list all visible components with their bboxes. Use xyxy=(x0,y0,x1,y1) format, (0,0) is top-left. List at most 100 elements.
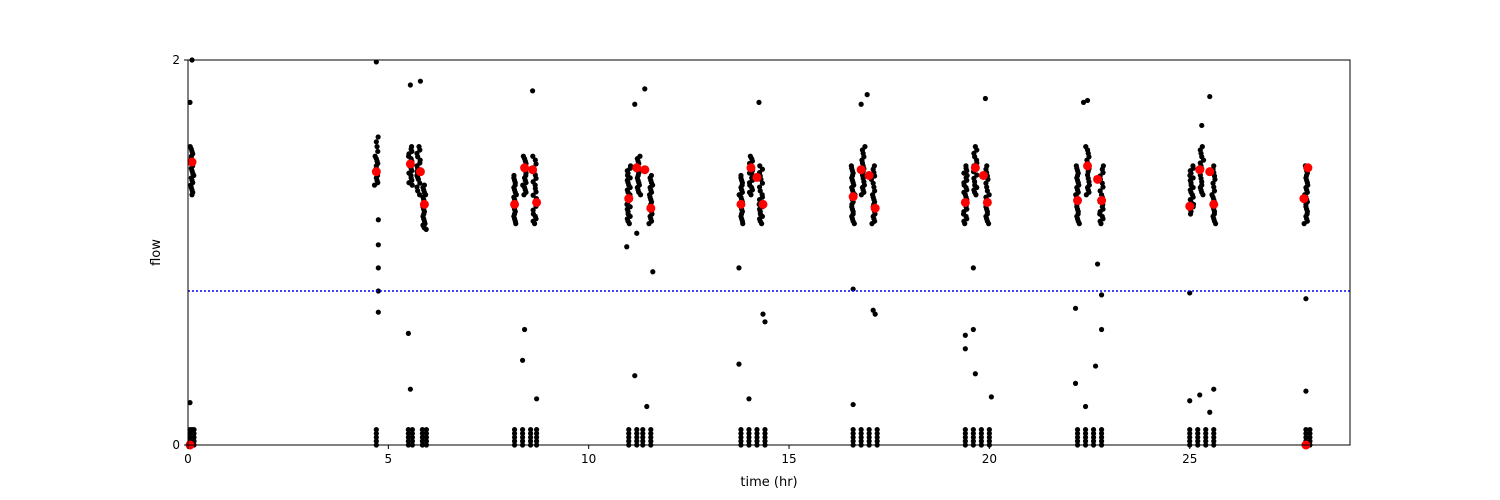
data-point xyxy=(1212,176,1218,182)
zero-point xyxy=(405,430,411,437)
outlier-point xyxy=(634,230,640,236)
zero-point xyxy=(1195,434,1201,440)
x-axis: 0 5 10 15 20 25 xyxy=(184,445,1197,466)
highlight-point xyxy=(187,157,197,167)
zero-point xyxy=(1211,434,1217,440)
data-point xyxy=(1100,184,1106,190)
data-point xyxy=(871,184,877,190)
zero-point xyxy=(640,434,646,440)
zero-point xyxy=(1195,427,1201,433)
zero-point xyxy=(1090,427,1097,433)
zero-point xyxy=(866,430,872,437)
zero-point xyxy=(1074,427,1081,433)
zero-point xyxy=(1303,430,1309,437)
zero-point xyxy=(970,438,976,444)
highlight-point xyxy=(758,199,768,209)
outlier-point xyxy=(405,330,411,336)
zero-point xyxy=(191,427,197,433)
data-point xyxy=(1212,221,1219,227)
zero-point xyxy=(1098,438,1105,444)
zero-point xyxy=(874,427,880,433)
zero-point xyxy=(1203,434,1209,440)
data-point xyxy=(757,188,763,194)
zero-point xyxy=(1195,438,1201,444)
zero-point xyxy=(187,427,193,433)
data-point xyxy=(646,221,652,227)
zero-point xyxy=(626,427,632,433)
data-point xyxy=(626,221,632,227)
data-point xyxy=(985,221,992,227)
zero-point xyxy=(754,438,760,444)
data-point xyxy=(189,192,195,198)
data-point xyxy=(530,207,536,213)
zero-point xyxy=(1187,427,1193,433)
x-tick-label: 25 xyxy=(1182,452,1197,466)
zero-point xyxy=(866,434,872,440)
zero-point xyxy=(1211,430,1217,437)
zero-point xyxy=(858,438,864,444)
outlier-point xyxy=(1303,296,1309,302)
highlight-point xyxy=(864,171,874,180)
y-axis: 02 xyxy=(172,53,188,452)
highlight-point xyxy=(1097,196,1107,206)
zero-point xyxy=(762,427,768,433)
data-point xyxy=(748,192,754,198)
zero-point xyxy=(626,430,632,437)
outlier-point xyxy=(858,101,864,107)
zero-point xyxy=(648,427,654,433)
outlier-point xyxy=(1098,292,1105,298)
highlight-point xyxy=(415,167,425,177)
zero-point xyxy=(519,438,526,444)
zero-point xyxy=(419,430,426,437)
zero-point xyxy=(858,434,864,440)
outlier-point xyxy=(187,400,193,406)
highlight-point xyxy=(646,203,656,213)
zero-point xyxy=(648,438,654,444)
data-point xyxy=(531,221,538,227)
zero-point xyxy=(519,430,526,437)
zero-point xyxy=(1098,430,1105,437)
zero-point xyxy=(634,438,640,444)
data-point xyxy=(758,221,765,227)
outlier-point xyxy=(624,244,630,250)
data-point xyxy=(521,192,527,198)
zero-point xyxy=(754,430,760,437)
data-point xyxy=(530,192,536,198)
outlier-point xyxy=(375,265,381,271)
highlight-point xyxy=(640,165,650,175)
zero-point xyxy=(746,430,752,437)
zero-point xyxy=(409,427,415,433)
zero-point xyxy=(527,427,534,433)
zero-point xyxy=(423,427,430,433)
zero-point xyxy=(519,434,526,440)
highlight-point xyxy=(1073,196,1083,206)
outlier-point xyxy=(746,396,752,402)
data-point xyxy=(1076,221,1082,227)
outlier-point xyxy=(1080,99,1087,105)
zero-point xyxy=(1074,438,1081,444)
plot-frame xyxy=(187,59,1351,446)
zero-point xyxy=(1195,430,1201,437)
data-point xyxy=(740,221,746,227)
zero-point xyxy=(754,434,760,440)
data-point xyxy=(415,188,421,194)
data-point xyxy=(962,221,968,227)
data-point xyxy=(1187,211,1194,217)
zero-point xyxy=(1074,434,1081,440)
data-point xyxy=(869,221,875,227)
zero-point xyxy=(1307,434,1313,440)
highlight-point xyxy=(982,197,992,207)
zero-point xyxy=(754,427,760,433)
data-point xyxy=(530,153,536,159)
outlier-point xyxy=(870,307,876,313)
zero-point xyxy=(874,438,880,444)
outlier-point xyxy=(1094,261,1101,267)
highlight-point xyxy=(746,163,756,173)
highlight-point xyxy=(1303,163,1313,173)
zero-point xyxy=(1090,434,1097,440)
outlier-point xyxy=(534,396,540,402)
data-point xyxy=(533,175,539,181)
zero-point xyxy=(409,430,415,437)
x-tick-label: 15 xyxy=(781,452,796,466)
data-point xyxy=(984,184,990,190)
